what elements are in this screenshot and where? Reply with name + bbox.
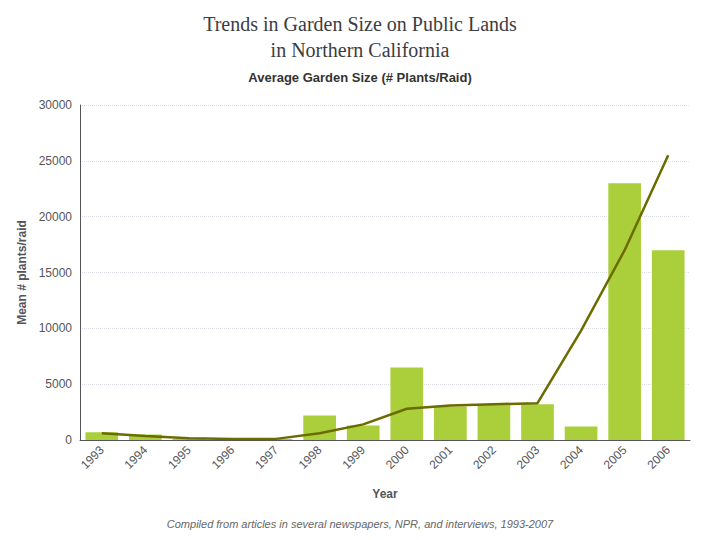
svg-text:2002: 2002 <box>470 443 499 472</box>
svg-text:2004: 2004 <box>557 443 586 472</box>
svg-text:1999: 1999 <box>339 443 368 472</box>
svg-text:30000: 30000 <box>39 98 73 112</box>
svg-text:2003: 2003 <box>514 443 543 472</box>
svg-text:Average Garden Size (# Plants/: Average Garden Size (# Plants/Raid) <box>248 70 471 85</box>
svg-text:10000: 10000 <box>39 321 73 335</box>
svg-text:20000: 20000 <box>39 210 73 224</box>
svg-text:1993: 1993 <box>78 443 107 472</box>
svg-text:2000: 2000 <box>383 443 412 472</box>
svg-text:2006: 2006 <box>644 443 673 472</box>
svg-text:2005: 2005 <box>601 443 630 472</box>
svg-text:Trends in Garden Size on Publi: Trends in Garden Size on Public Lands <box>203 13 517 35</box>
svg-text:15000: 15000 <box>39 266 73 280</box>
svg-text:1994: 1994 <box>122 443 151 472</box>
svg-text:25000: 25000 <box>39 154 73 168</box>
svg-text:1997: 1997 <box>252 443 281 472</box>
svg-text:1996: 1996 <box>209 443 238 472</box>
svg-text:2001: 2001 <box>427 443 456 472</box>
svg-text:Year: Year <box>372 487 398 501</box>
svg-text:1998: 1998 <box>296 443 325 472</box>
svg-text:Mean # plants/raid: Mean # plants/raid <box>15 220 29 325</box>
svg-text:5000: 5000 <box>45 377 72 391</box>
svg-text:1995: 1995 <box>165 443 194 472</box>
svg-text:Compiled from articles in seve: Compiled from articles in several newspa… <box>167 518 554 530</box>
svg-text:0: 0 <box>65 433 72 447</box>
svg-text:in Northern California: in Northern California <box>271 39 450 61</box>
